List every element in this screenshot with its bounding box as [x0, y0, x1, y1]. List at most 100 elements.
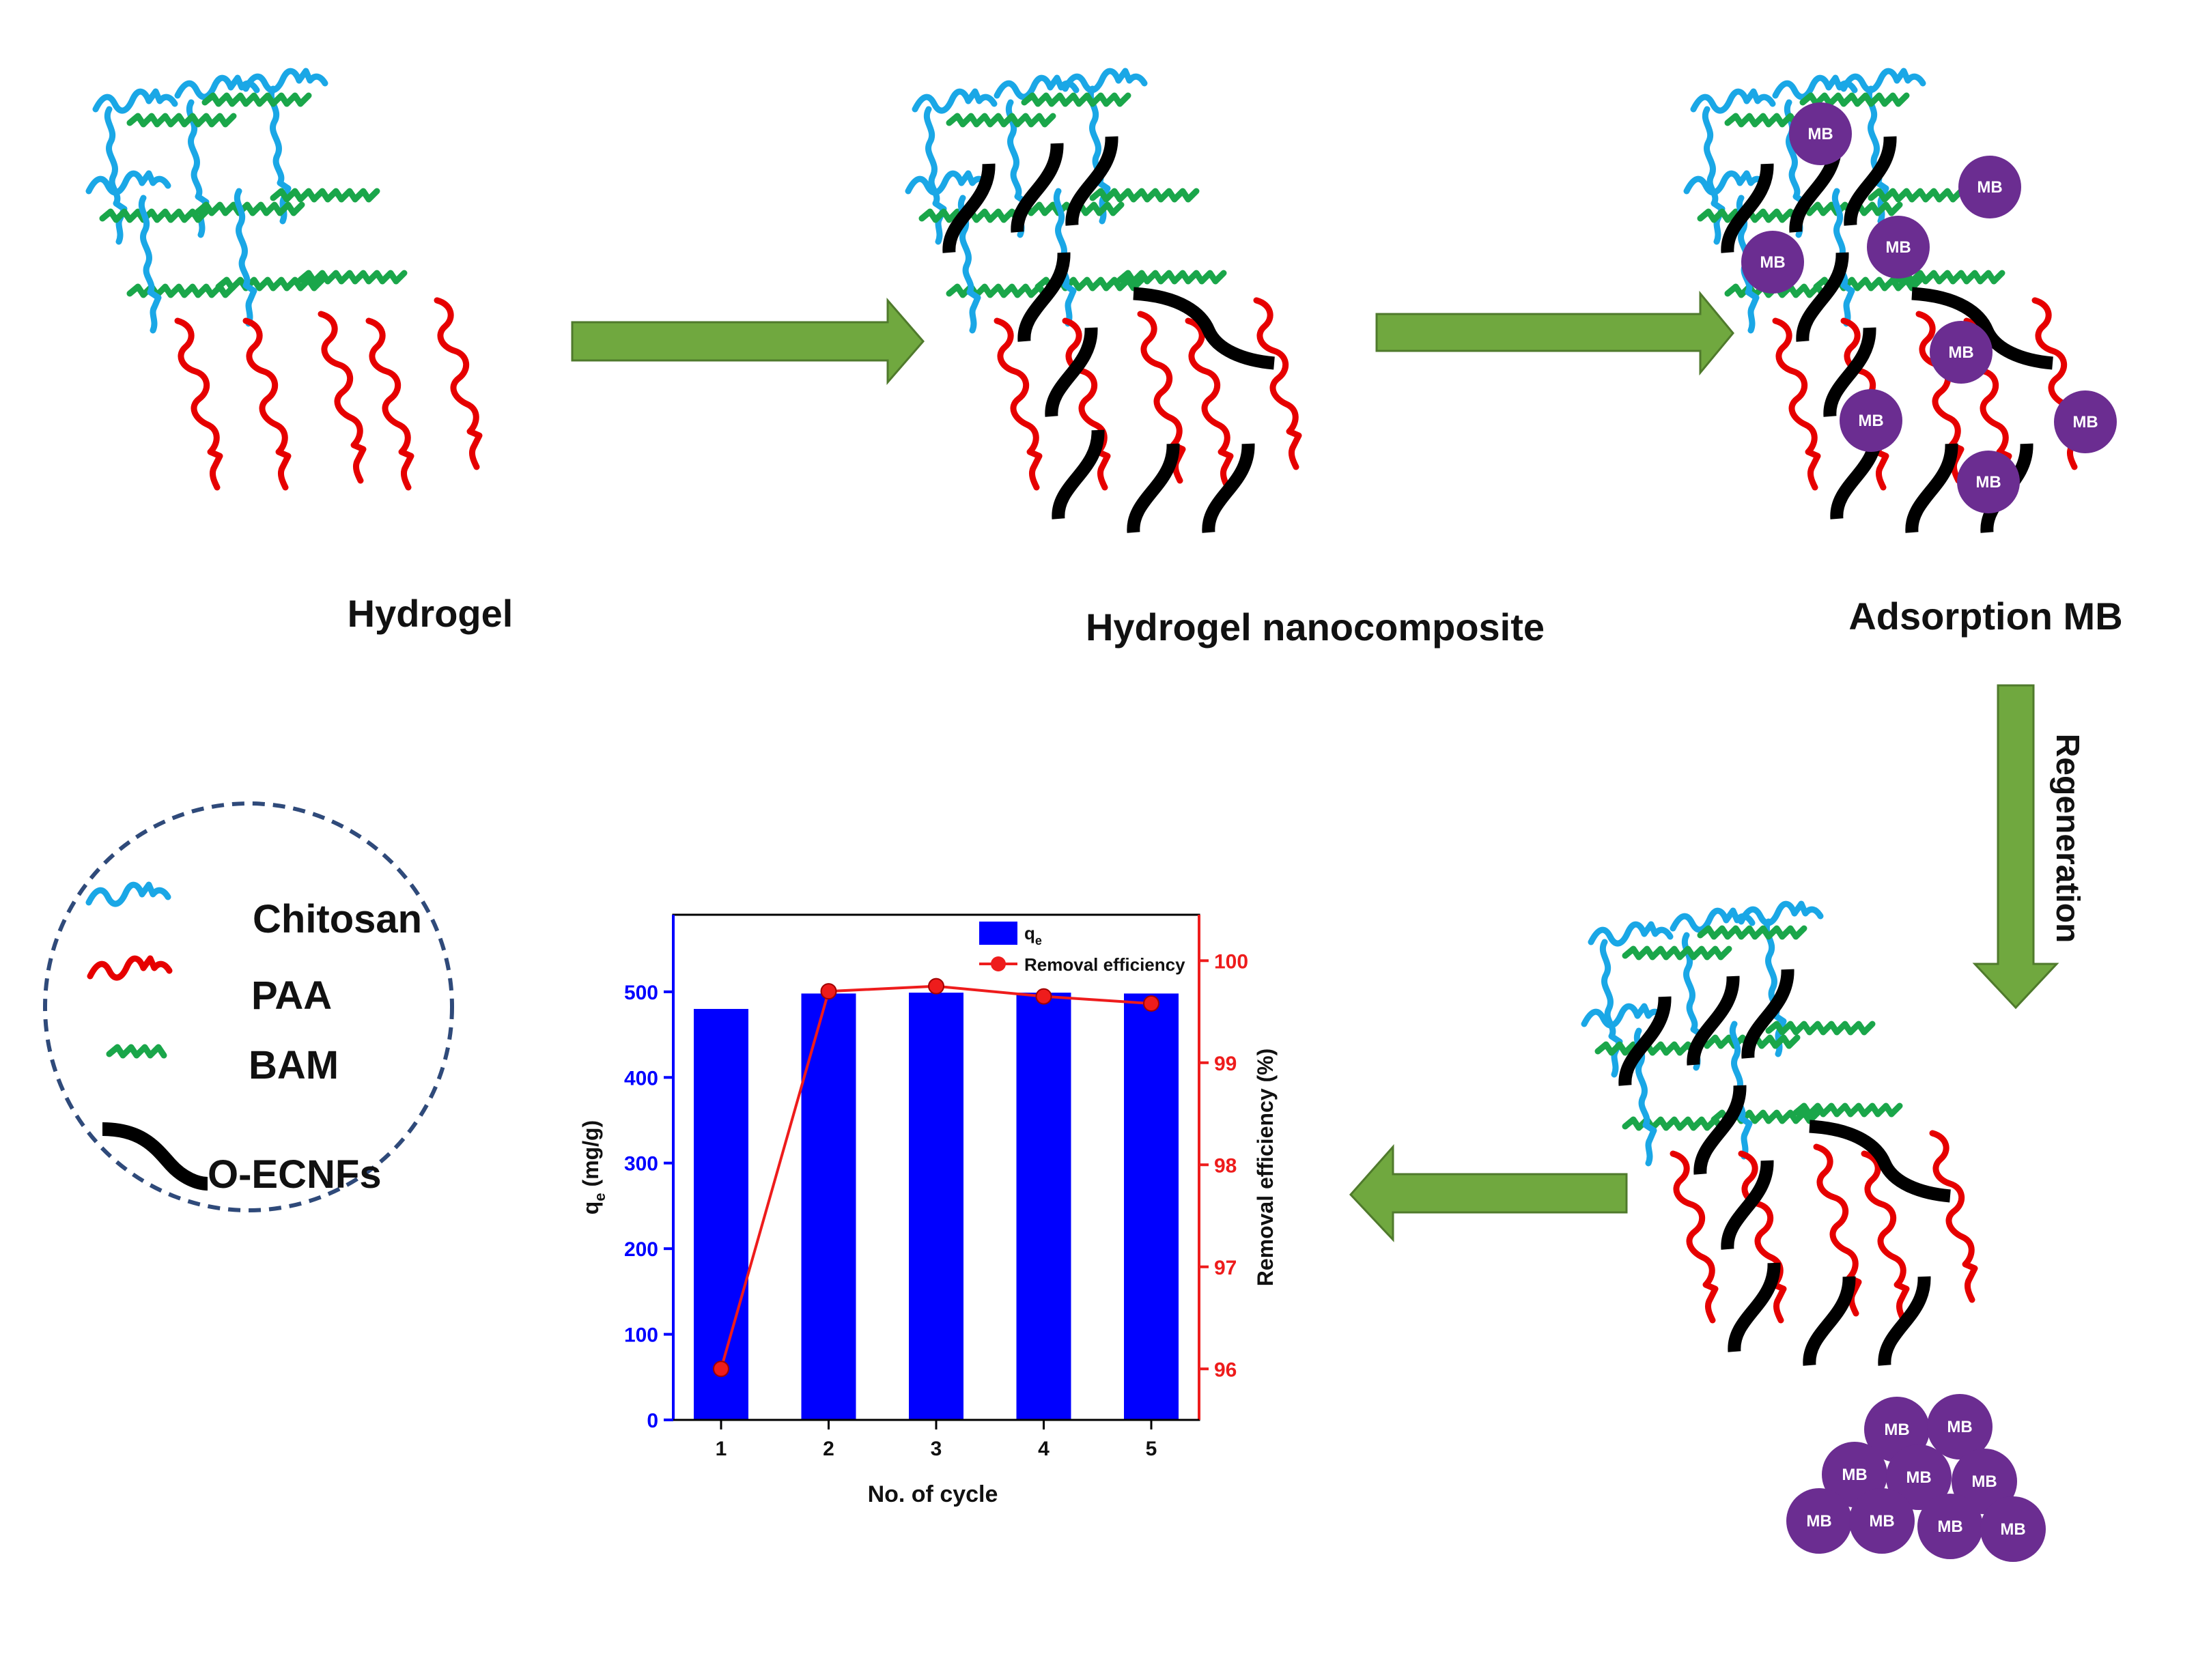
mb-label: MB [1948, 343, 1973, 362]
mb-molecule: MB [1927, 1394, 1993, 1460]
qe-bar-cycle-2 [801, 993, 856, 1420]
mb-circle [1980, 1496, 2046, 1562]
legend-paa-squiggle [87, 955, 173, 981]
mb-label: MB [1858, 412, 1883, 430]
x-tick-label: 2 [823, 1438, 834, 1460]
mb-label: MB [1885, 238, 1911, 257]
legend-border [43, 801, 454, 1212]
mb-circle [1957, 451, 2020, 513]
legend-qe-swatch [979, 922, 1017, 945]
cycle-chart: 0 100 200 300 400 500 96 97 98 99 100 1 2 3 4 5 No. o… [578, 913, 1278, 1507]
legend-re-swatch-marker [991, 956, 1006, 971]
mb-circle [1917, 1494, 1983, 1559]
y-right-tick-label: 100 [1214, 950, 1248, 973]
y-right-tick-label: 97 [1214, 1257, 1237, 1279]
mb-label: MB [2000, 1520, 2025, 1539]
x-tick-label: 1 [716, 1438, 727, 1460]
qe-bar-cycle-5 [1124, 993, 1179, 1420]
y-left-tick-label: 300 [624, 1153, 658, 1176]
legend-chitosan-swatch [89, 885, 168, 904]
mb-label: MB [1869, 1512, 1894, 1530]
y-axis-left-label: qe (mg/g) [578, 1120, 608, 1214]
arrow-down [1972, 684, 2059, 1010]
legend-label-chitosan: Chitosan [253, 897, 422, 941]
legend-re-label: Removal efficiency [1024, 954, 1185, 975]
adsorbed-mb-molecules: MB MB MB MB MB MB MB MB [1741, 102, 2117, 513]
qe-bar-cycle-1 [694, 1008, 748, 1420]
arrow-right-2 [1375, 290, 1734, 376]
mb-label: MB [2072, 413, 2098, 431]
mb-molecule: MB [1917, 1494, 1983, 1559]
label-adsorption: Adsorption MB [1848, 595, 2122, 638]
x-tick-label: 5 [1146, 1438, 1157, 1460]
re-point-cycle-3 [928, 978, 944, 995]
mb-label: MB [1906, 1468, 1931, 1487]
re-point-cycle-1 [713, 1361, 729, 1378]
label-nanocomposite: Hydrogel nanocomposite [1086, 606, 1545, 649]
mb-label: MB [1884, 1421, 1909, 1439]
mb-molecule: MB [1849, 1488, 1915, 1554]
label-regeneration: Regeneration [2049, 734, 2085, 943]
mb-molecule: MB [1741, 231, 1804, 294]
mb-circle [2054, 390, 2117, 453]
mb-label: MB [1947, 1418, 1972, 1436]
arrow-left [1349, 1144, 1628, 1242]
legend-oecnf-swatch [102, 1122, 208, 1191]
mb-circle [1930, 321, 1993, 384]
x-axis-label: No. of cycle [868, 1481, 998, 1507]
mb-molecule: MB [1789, 102, 1852, 165]
mb-molecule: MB [1840, 389, 1902, 452]
released-mb-pile: MB MB MB MB MB MB MB MB MB [1786, 1394, 2046, 1562]
label-hydrogel: Hydrogel [348, 592, 513, 635]
hydrogel-network [89, 71, 479, 487]
mb-molecule: MB [1957, 451, 2020, 513]
mb-label: MB [1806, 1512, 1831, 1530]
mb-circle [1867, 216, 1930, 279]
mb-label: MB [1937, 1518, 1962, 1536]
mb-molecule: MB [1958, 156, 2021, 218]
mb-circle [1849, 1488, 1915, 1554]
y-left-tick-label: 0 [647, 1410, 658, 1432]
qe-bar-cycle-3 [909, 993, 963, 1420]
mb-label: MB [1975, 473, 2001, 492]
mb-circle [1786, 1488, 1852, 1554]
re-point-cycle-5 [1143, 995, 1159, 1012]
x-tick-label: 4 [1038, 1438, 1050, 1460]
y-right-tick-label: 96 [1214, 1358, 1237, 1381]
mb-label: MB [1977, 178, 2002, 197]
y-right-tick-label: 99 [1214, 1053, 1237, 1075]
y-left-tick-label: 200 [624, 1238, 658, 1261]
y-right-tick-label: 98 [1214, 1154, 1237, 1177]
re-point-cycle-2 [820, 983, 837, 1000]
mb-molecule: MB [1786, 1488, 1852, 1554]
mb-molecule: MB [1930, 321, 1993, 384]
mb-molecule: MB [2054, 390, 2117, 453]
mb-molecule: MB [1867, 216, 1930, 279]
y-left-tick-label: 500 [624, 982, 658, 1004]
mb-molecule: MB [1952, 1449, 2017, 1514]
mb-circle [1789, 102, 1852, 165]
nanocomposite-network [908, 71, 1299, 487]
qe-bar-cycle-4 [1016, 993, 1071, 1420]
mb-label: MB [1807, 125, 1833, 143]
mb-circle [1927, 1394, 1993, 1460]
mb-molecule: MB [1886, 1444, 1952, 1510]
y-left-tick-label: 400 [624, 1067, 658, 1090]
legend-panel: Chitosan PAA BAM O-ECNFs [43, 801, 454, 1212]
arrow-right-1 [571, 297, 925, 386]
y-left-tick-label: 100 [624, 1324, 658, 1347]
mb-label: MB [1971, 1472, 1997, 1491]
legend-label-oecnfs: O-ECNFs [208, 1152, 382, 1197]
mb-circle [1886, 1444, 1952, 1510]
mb-label: MB [1760, 253, 1785, 272]
x-tick-label: 3 [931, 1438, 942, 1460]
y-axis-right-label: Removal efficiency (%) [1253, 1049, 1278, 1287]
regenerated-network [1584, 904, 1975, 1320]
mb-circle [1952, 1449, 2017, 1514]
legend-label-paa: PAA [251, 973, 332, 1018]
mb-circle [1840, 389, 1902, 452]
mb-molecule: MB [1980, 1496, 2046, 1562]
re-point-cycle-4 [1035, 988, 1052, 1005]
